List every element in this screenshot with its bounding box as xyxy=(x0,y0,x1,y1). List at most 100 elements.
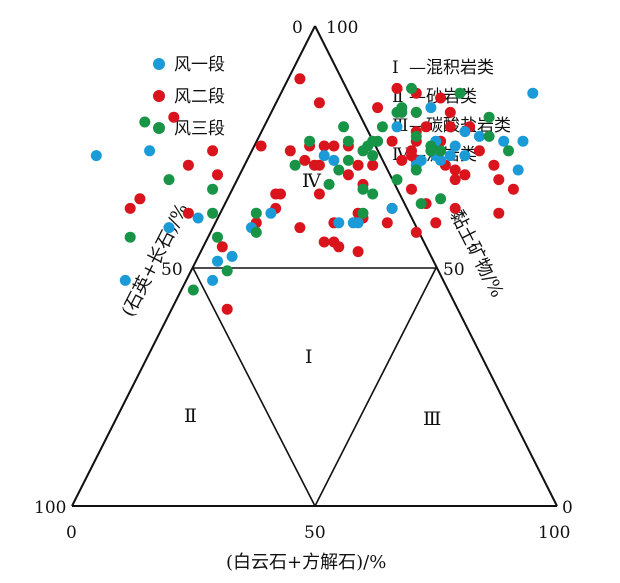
data-point-f3-20 xyxy=(221,265,233,277)
data-point-f3-1 xyxy=(410,164,422,176)
data-point-f2-3 xyxy=(221,303,233,315)
data-point-f3-39 xyxy=(435,193,447,205)
data-point-f2-19 xyxy=(212,169,223,181)
apex-right-tick: 100 xyxy=(326,18,358,38)
data-point-f3-2 xyxy=(304,135,316,147)
data-point-f2-61 xyxy=(284,145,296,157)
data-point-f2-41 xyxy=(294,222,306,234)
data-point-f2-10 xyxy=(313,188,325,200)
left-base-tick: 100 xyxy=(34,498,66,518)
data-point-f1-10 xyxy=(318,150,330,162)
data-point-f2-48 xyxy=(459,169,471,181)
data-point-f3-33 xyxy=(396,106,408,118)
data-point-f2-22 xyxy=(270,188,282,200)
data-point-f1-30 xyxy=(459,150,471,162)
data-point-f2-18 xyxy=(216,241,228,253)
outer-right-edge xyxy=(314,25,558,507)
outer-left-edge xyxy=(71,25,316,507)
data-point-f2-8 xyxy=(396,154,408,166)
bottom-tick-100: 100 xyxy=(538,523,570,543)
legend-label-f1: 风一段 xyxy=(174,55,225,75)
triangle-frame xyxy=(71,25,558,507)
data-point-f3-38 xyxy=(187,284,199,296)
data-point-f3-24 xyxy=(163,174,175,186)
data-point-f3-4 xyxy=(435,145,447,157)
data-point-f1-19 xyxy=(512,164,524,176)
right-base-tick: 0 xyxy=(562,498,573,518)
data-point-f1-1 xyxy=(90,150,102,162)
data-point-f2-60 xyxy=(473,145,485,157)
class-numeral-i: Ⅰ xyxy=(392,58,399,78)
data-point-f2-38 xyxy=(386,135,398,147)
region-label-i: Ⅰ xyxy=(305,346,313,368)
legend-label-f2: 风二段 xyxy=(174,87,225,107)
data-point-f2-21 xyxy=(444,106,456,118)
data-points xyxy=(90,73,539,315)
data-point-f1-5 xyxy=(498,135,510,147)
legend-entry-f2: 风二段 xyxy=(153,87,225,107)
data-point-f2-56 xyxy=(333,241,345,253)
data-point-f2-63 xyxy=(124,202,136,214)
data-point-f2-29 xyxy=(313,97,325,109)
data-point-f1-9 xyxy=(163,222,175,234)
data-point-f3-29 xyxy=(372,135,384,147)
data-point-f2-28 xyxy=(299,154,311,166)
data-point-f3-6 xyxy=(454,87,466,99)
data-point-f2-26 xyxy=(367,159,379,171)
data-point-f2-17 xyxy=(449,202,461,214)
data-point-f1-31 xyxy=(192,212,204,224)
data-point-f3-32 xyxy=(342,154,354,166)
data-point-f2-27 xyxy=(420,121,432,133)
data-point-f3-12 xyxy=(391,174,403,186)
legend-label-f3: 风三段 xyxy=(174,119,225,139)
data-point-f1-20 xyxy=(119,274,131,286)
data-point-f2-36 xyxy=(449,174,461,186)
bottom-tick-0: 0 xyxy=(66,523,77,543)
data-point-f2-44 xyxy=(406,183,417,195)
data-point-f2-53 xyxy=(318,140,330,152)
region-label-iii: Ⅲ xyxy=(423,408,441,430)
data-point-f1-2 xyxy=(328,154,340,166)
data-point-f3-42 xyxy=(250,226,262,238)
tick-labels: 0 100 50 50 100 0 0 50 100 xyxy=(34,18,573,543)
data-point-f3-34 xyxy=(357,183,369,195)
region-labels: Ⅳ Ⅰ Ⅱ Ⅲ xyxy=(184,170,441,430)
legend-entry-f3: 风三段 xyxy=(153,119,225,139)
data-point-f2-6 xyxy=(328,140,340,152)
data-point-f3-21 xyxy=(212,231,223,243)
data-point-f3-16 xyxy=(415,198,427,210)
data-point-f3-9 xyxy=(250,207,262,219)
data-point-f3-17 xyxy=(289,159,301,171)
data-point-f2-43 xyxy=(255,140,267,152)
data-point-f1-22 xyxy=(444,150,456,162)
right-mid-tick: 50 xyxy=(443,260,465,280)
data-point-f1-7 xyxy=(527,87,539,99)
data-point-f3-10 xyxy=(367,150,379,162)
data-point-f1-24 xyxy=(212,255,223,267)
data-point-f1-17 xyxy=(144,145,156,157)
data-point-f2-37 xyxy=(313,159,325,171)
data-point-f3-40 xyxy=(425,145,437,157)
data-point-f3-13 xyxy=(139,116,151,128)
data-point-f3-22 xyxy=(342,135,354,147)
class-numeral-ii: Ⅱ xyxy=(392,87,404,107)
data-point-f1-3 xyxy=(449,140,461,152)
apex-left-tick: 0 xyxy=(292,18,303,38)
data-point-f3-7 xyxy=(323,178,335,190)
data-point-f2-25 xyxy=(352,159,364,171)
data-point-f2-67 xyxy=(406,150,417,162)
data-point-f2-16 xyxy=(134,193,146,205)
data-point-f3-19 xyxy=(357,207,369,219)
data-point-f1-29 xyxy=(517,135,529,147)
data-point-f3-8 xyxy=(410,106,422,118)
data-point-f2-35 xyxy=(391,82,403,94)
data-point-f2-59 xyxy=(294,73,306,85)
data-point-f3-27 xyxy=(207,183,219,195)
data-point-f3-3 xyxy=(410,130,422,142)
data-point-f2-58 xyxy=(444,121,456,133)
data-point-f1-32 xyxy=(459,126,471,138)
data-point-f2-14 xyxy=(507,183,519,195)
data-point-f2-69 xyxy=(342,169,354,181)
data-point-f2-7 xyxy=(318,236,330,248)
data-point-f1-11 xyxy=(391,121,403,133)
